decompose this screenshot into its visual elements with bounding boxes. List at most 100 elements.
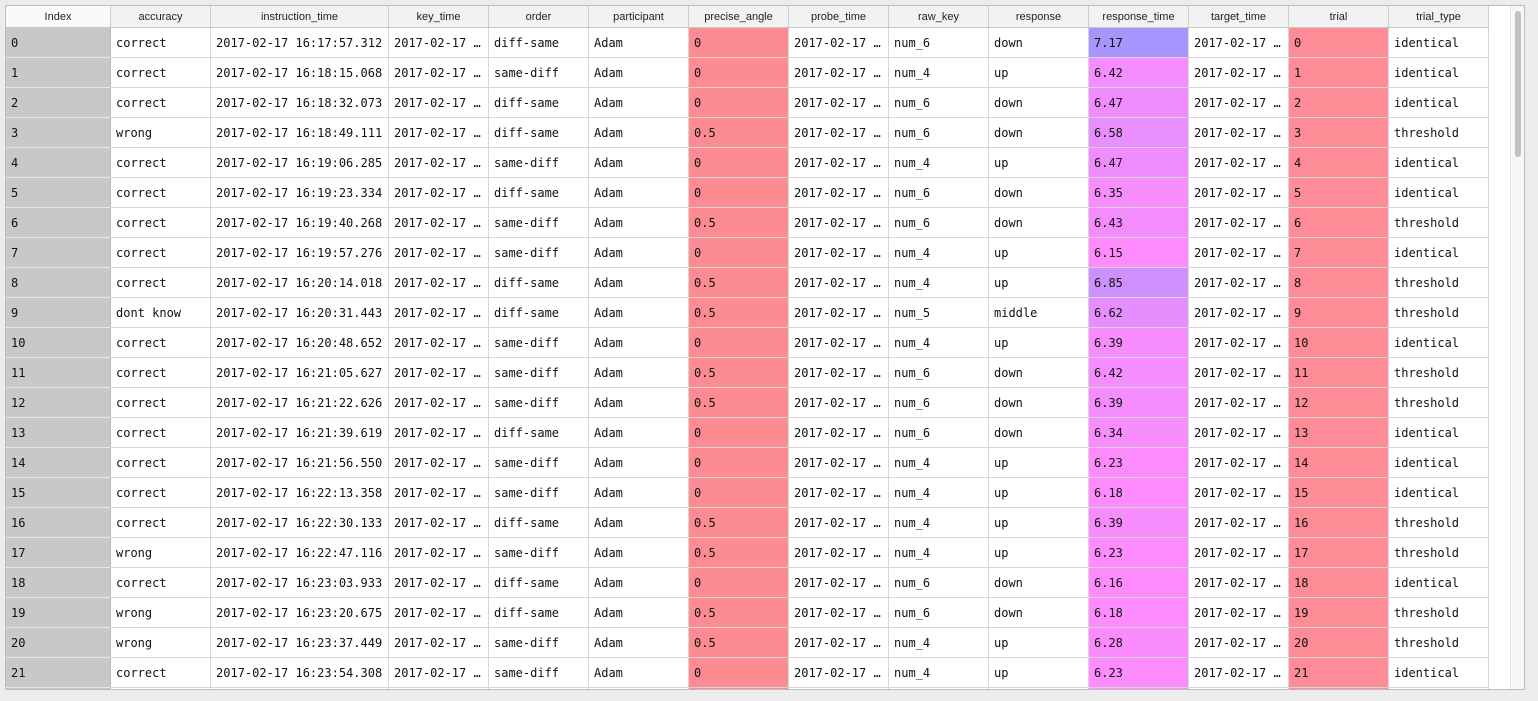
cell-response[interactable]: up	[989, 448, 1089, 478]
cell-trial-type[interactable]: identical	[1389, 328, 1489, 358]
cell-raw-key[interactable]: num_4	[889, 238, 989, 268]
cell-order[interactable]: same-diff	[489, 328, 589, 358]
cell-probe-time[interactable]: 2017-02-17 …	[789, 538, 889, 568]
cell-raw-key[interactable]: num_6	[889, 88, 989, 118]
table-row[interactable]: 5 correct 2017-02-17 16:19:23.334 2017-02-1…	[6, 178, 1489, 208]
cell-precise-angle[interactable]: 0.5	[689, 208, 789, 238]
table-row[interactable]: 6 correct 2017-02-17 16:19:40.268 2017-02-1…	[6, 208, 1489, 238]
cell-key-time[interactable]: 2017-02-17 …	[389, 58, 489, 88]
cell-accuracy[interactable]: dont know	[111, 298, 211, 328]
cell-target-time[interactable]: 2017-02-17 …	[1189, 88, 1289, 118]
cell-trial[interactable]: 19	[1289, 598, 1389, 628]
cell-accuracy[interactable]: correct	[111, 178, 211, 208]
cell-instruction-time[interactable]	[211, 688, 389, 689]
row-index-cell[interactable]: 21	[6, 658, 111, 688]
cell-instruction-time[interactable]: 2017-02-17 16:17:57.312	[211, 28, 389, 58]
cell-raw-key[interactable]: num_4	[889, 268, 989, 298]
cell-target-time[interactable]: 2017-02-17 …	[1189, 418, 1289, 448]
cell-accuracy[interactable]: correct	[111, 148, 211, 178]
column-header-raw-key[interactable]: raw_key	[889, 6, 989, 27]
cell-probe-time[interactable]: 2017-02-17 …	[789, 508, 889, 538]
cell-precise-angle[interactable]: 0	[689, 148, 789, 178]
cell-instruction-time[interactable]: 2017-02-17 16:19:23.334	[211, 178, 389, 208]
cell-precise-angle[interactable]: 0	[689, 178, 789, 208]
column-header-participant[interactable]: participant	[589, 6, 689, 27]
scrollbar-thumb[interactable]	[1515, 11, 1521, 157]
cell-response[interactable]: up	[989, 268, 1089, 298]
cell-target-time[interactable]: 2017-02-17 …	[1189, 598, 1289, 628]
cell-participant[interactable]: Adam	[589, 208, 689, 238]
cell-trial-type[interactable]: threshold	[1389, 628, 1489, 658]
cell-accuracy[interactable]: correct	[111, 268, 211, 298]
cell-raw-key[interactable]: num_6	[889, 388, 989, 418]
cell-order[interactable]: same-diff	[489, 148, 589, 178]
cell-response-time[interactable]: 6.39	[1089, 508, 1189, 538]
row-index-cell[interactable]: 7	[6, 238, 111, 268]
cell-trial-type[interactable]: identical	[1389, 148, 1489, 178]
cell-response-time[interactable]: 6.62	[1089, 298, 1189, 328]
table-row[interactable]: 3 wrong 2017-02-17 16:18:49.111 2017-02-17 …	[6, 118, 1489, 148]
row-index-cell[interactable]: 8	[6, 268, 111, 298]
cell-participant[interactable]: Adam	[589, 148, 689, 178]
cell-precise-angle[interactable]: 0	[689, 88, 789, 118]
cell-trial[interactable]: 7	[1289, 238, 1389, 268]
table-row[interactable]: 17 wrong 2017-02-17 16:22:47.116 2017-02-17…	[6, 538, 1489, 568]
cell-response-time[interactable]: 6.39	[1089, 328, 1189, 358]
cell-raw-key[interactable]: num_6	[889, 598, 989, 628]
cell-response[interactable]	[989, 688, 1089, 689]
cell-key-time[interactable]: 2017-02-17 …	[389, 658, 489, 688]
cell-raw-key[interactable]: num_4	[889, 508, 989, 538]
cell-target-time[interactable]: 2017-02-17 …	[1189, 58, 1289, 88]
cell-trial-type[interactable]: identical	[1389, 568, 1489, 598]
cell-probe-time[interactable]: 2017-02-17 …	[789, 148, 889, 178]
cell-trial-type[interactable]: identical	[1389, 88, 1489, 118]
row-index-cell[interactable]: 6	[6, 208, 111, 238]
cell-trial[interactable]: 10	[1289, 328, 1389, 358]
cell-trial-type[interactable]: threshold	[1389, 268, 1489, 298]
cell-response[interactable]: down	[989, 568, 1089, 598]
table-row[interactable]: 21 correct 2017-02-17 16:23:54.308 2017-02-…	[6, 658, 1489, 688]
cell-precise-angle[interactable]: 0.5	[689, 598, 789, 628]
cell-accuracy[interactable]: wrong	[111, 538, 211, 568]
cell-probe-time[interactable]: 2017-02-17 …	[789, 58, 889, 88]
cell-response-time[interactable]	[1089, 688, 1189, 689]
cell-key-time[interactable]: 2017-02-17 …	[389, 148, 489, 178]
table-row[interactable]: 14 correct 2017-02-17 16:21:56.550 2017-02-…	[6, 448, 1489, 478]
row-index-cell[interactable]: 0	[6, 28, 111, 58]
cell-participant[interactable]: Adam	[589, 178, 689, 208]
cell-participant[interactable]: Adam	[589, 358, 689, 388]
row-index-cell[interactable]: 11	[6, 358, 111, 388]
cell-probe-time[interactable]: 2017-02-17 …	[789, 628, 889, 658]
cell-probe-time[interactable]: 2017-02-17 …	[789, 238, 889, 268]
cell-probe-time[interactable]: 2017-02-17 …	[789, 28, 889, 58]
table-row[interactable]: 16 correct 2017-02-17 16:22:30.133 2017-02-…	[6, 508, 1489, 538]
cell-key-time[interactable]: 2017-02-17 …	[389, 478, 489, 508]
cell-instruction-time[interactable]: 2017-02-17 16:22:13.358	[211, 478, 389, 508]
cell-response[interactable]: up	[989, 148, 1089, 178]
cell-target-time[interactable]: 2017-02-17 …	[1189, 118, 1289, 148]
cell-trial-type[interactable]: identical	[1389, 658, 1489, 688]
cell-trial[interactable]: 18	[1289, 568, 1389, 598]
table-row[interactable]: 10 correct 2017-02-17 16:20:48.652 2017-02-…	[6, 328, 1489, 358]
cell-accuracy[interactable]: correct	[111, 208, 211, 238]
cell-target-time[interactable]: 2017-02-17 …	[1189, 658, 1289, 688]
cell-participant[interactable]: Adam	[589, 118, 689, 148]
cell-precise-angle[interactable]	[689, 688, 789, 689]
cell-trial[interactable]: 8	[1289, 268, 1389, 298]
vertical-scrollbar[interactable]	[1510, 6, 1524, 689]
table-row[interactable]: 19 wrong 2017-02-17 16:23:20.675 2017-02-17…	[6, 598, 1489, 628]
row-index-cell[interactable]: 1	[6, 58, 111, 88]
cell-probe-time[interactable]: 2017-02-17 …	[789, 598, 889, 628]
cell-target-time[interactable]	[1189, 688, 1289, 689]
cell-key-time[interactable]: 2017-02-17 …	[389, 598, 489, 628]
cell-trial[interactable]: 21	[1289, 658, 1389, 688]
column-header-response-time[interactable]: response_time	[1089, 6, 1189, 27]
cell-accuracy[interactable]: correct	[111, 658, 211, 688]
cell-key-time[interactable]: 2017-02-17 …	[389, 448, 489, 478]
row-index-cell[interactable]: 18	[6, 568, 111, 598]
cell-trial[interactable]: 17	[1289, 538, 1389, 568]
row-index-cell[interactable]: 15	[6, 478, 111, 508]
cell-trial[interactable]: 12	[1289, 388, 1389, 418]
cell-order[interactable]	[489, 688, 589, 689]
cell-response[interactable]: down	[989, 118, 1089, 148]
